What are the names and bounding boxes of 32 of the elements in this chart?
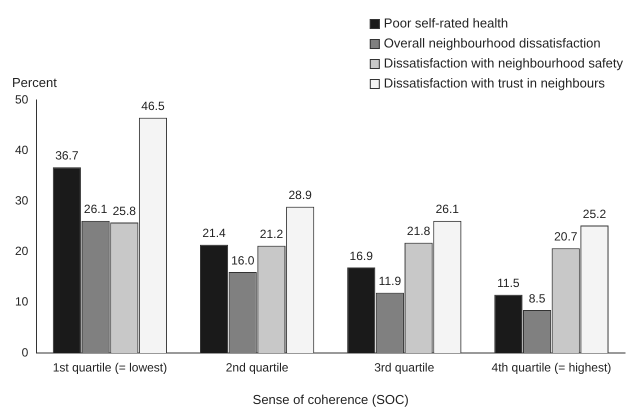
text: 46.5	[141, 99, 165, 114]
text: 11.9	[378, 274, 402, 288]
text: 26.1	[84, 202, 108, 216]
legend-label: Overall neighbourhood dissatisfaction	[384, 36, 601, 51]
text: 21.8	[406, 224, 430, 238]
text: 21.2	[260, 227, 284, 242]
legend-label: Dissatisfaction with trust in neighbours	[384, 76, 606, 91]
y-tick-label: 40	[14, 142, 29, 157]
text: 36.7	[55, 148, 79, 163]
text: 25.2	[582, 206, 606, 221]
x-tick-label: 3rd quartile	[374, 360, 435, 375]
text: 28.9	[288, 188, 312, 202]
text: 21.4	[202, 226, 226, 240]
x-tick-label: 2nd quartile	[226, 360, 289, 375]
y-tick-label: 30	[14, 194, 29, 208]
y-tick-label: 50	[14, 92, 29, 106]
legend-label: Poor self-rated health	[384, 16, 508, 31]
legend-label: Dissatisfaction with neighbourhood safety	[384, 56, 624, 71]
text: 11.5	[497, 276, 520, 290]
y-tick-label: 20	[14, 244, 29, 258]
y-tick-label: 10	[14, 294, 29, 309]
x-axis-title: Sense of coherence (SOC)	[252, 392, 409, 407]
y-tick-label: 0	[22, 345, 29, 360]
text: 16.9	[350, 248, 373, 263]
x-tick-label: 1st quartile (= lowest)	[52, 360, 168, 375]
y-axis-title: Percent	[12, 75, 58, 90]
text: 25.8	[112, 204, 136, 218]
x-tick-label: 4th quartile (= highest)	[492, 360, 612, 375]
text: 16.0	[231, 253, 254, 268]
text: 8.5	[528, 291, 546, 306]
text: 20.7	[554, 230, 578, 244]
text: 26.1	[436, 202, 459, 216]
